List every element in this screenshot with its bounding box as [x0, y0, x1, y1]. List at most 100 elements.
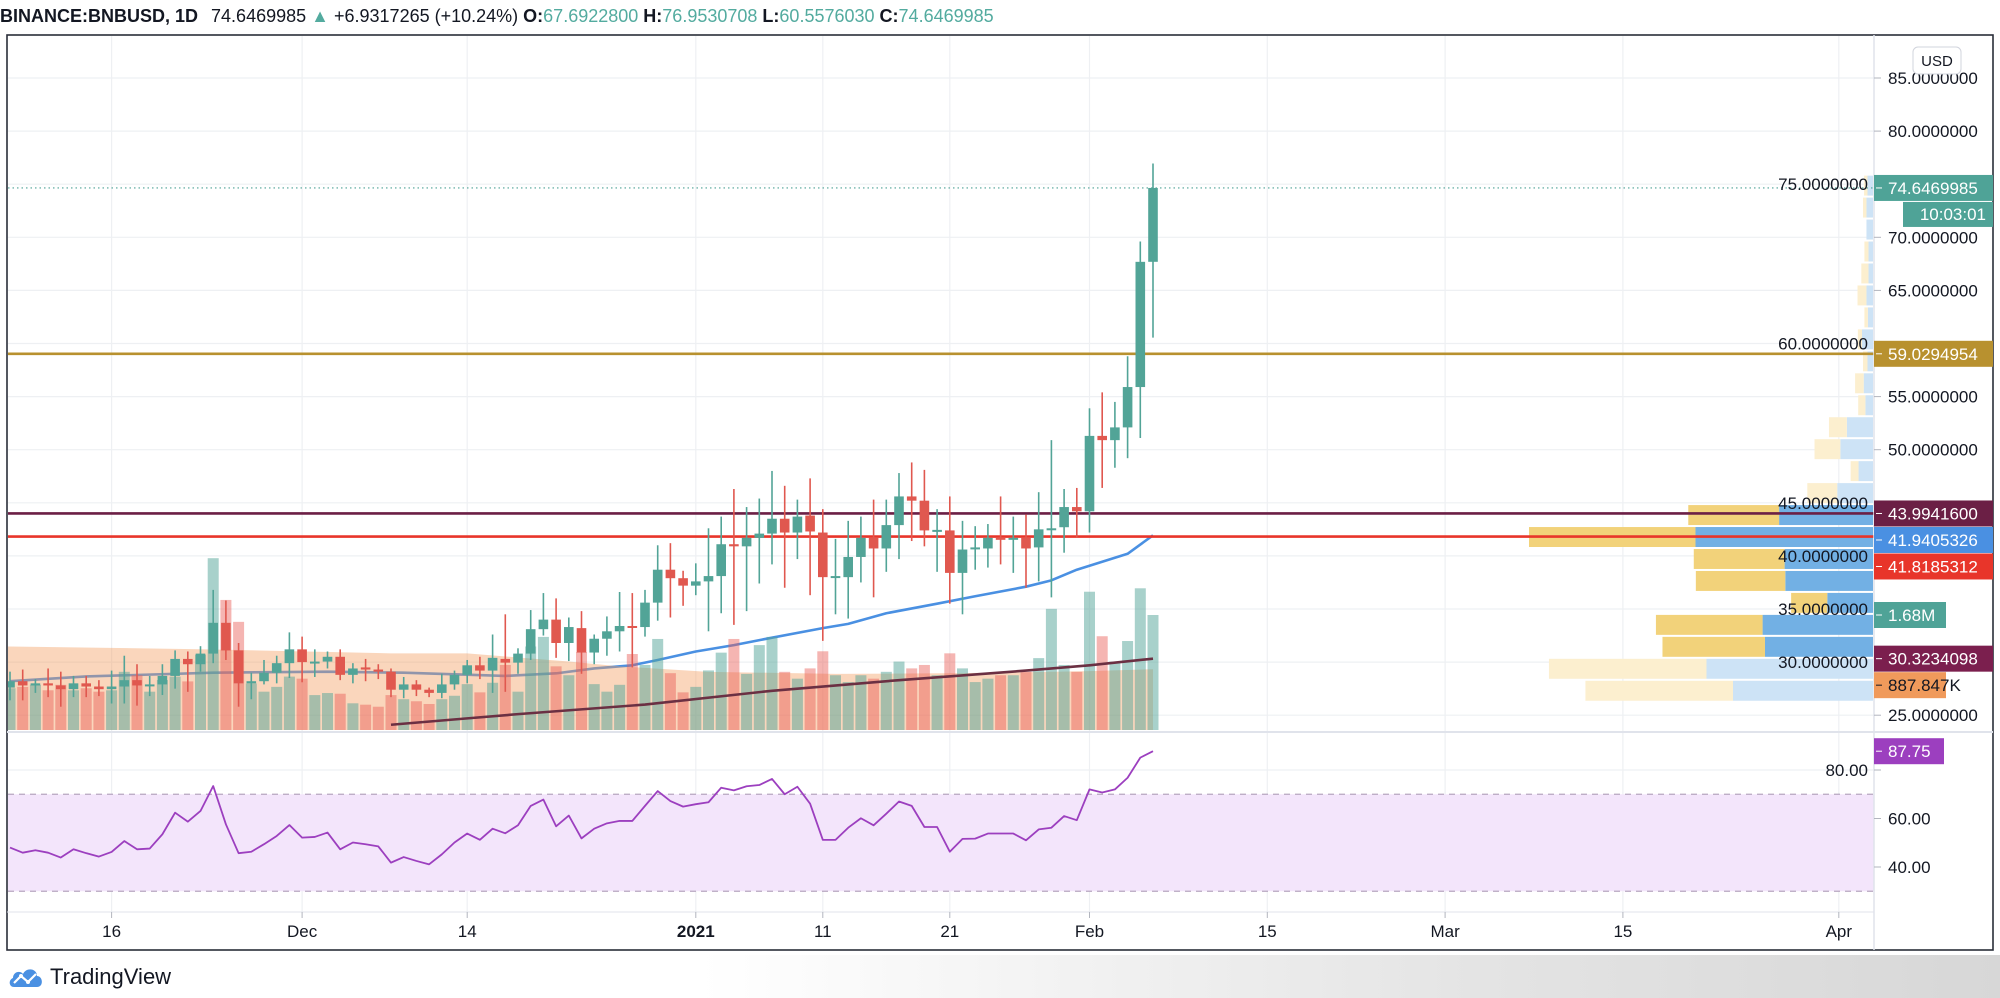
price-tick-label: 55.0000000	[1888, 388, 1978, 407]
bar-countdown-text: 10:03:01	[1920, 205, 1986, 224]
candle-body	[1122, 387, 1133, 428]
open-value: 67.6922800	[543, 6, 639, 26]
candle-body	[678, 578, 688, 586]
candle	[1110, 401, 1120, 468]
profile-up-bar	[1865, 395, 1873, 416]
price-tick-label: 45.0000000	[1778, 494, 1868, 513]
candle	[246, 672, 257, 700]
volume-bar	[258, 691, 270, 730]
time-tick-label[interactable]: 14	[458, 922, 477, 941]
volume-bar	[537, 636, 549, 730]
candle-body	[779, 518, 790, 533]
candle	[449, 670, 460, 690]
axis-value-label-bg	[1874, 602, 1946, 628]
chart-frame	[6, 34, 1994, 951]
candle-body	[1135, 261, 1146, 388]
candle	[602, 616, 612, 656]
volume-bar	[8, 688, 16, 730]
volume-bar	[80, 688, 92, 730]
volume-bar	[436, 699, 448, 730]
volume-bar	[601, 691, 613, 730]
horizontal-lines[interactable]	[8, 187, 1874, 538]
price-change: +6.9317265 (+10.24%)	[334, 6, 519, 26]
volume-bar	[1058, 664, 1070, 730]
symbol-title[interactable]: BINANCE:BNBUSD, 1D	[0, 6, 199, 26]
candle-body	[386, 671, 396, 690]
volume-bar	[728, 638, 740, 730]
time-tick-label[interactable]: 11	[814, 922, 832, 941]
volume-bar	[42, 690, 54, 730]
candle	[30, 679, 41, 693]
candle-body	[322, 656, 333, 662]
profile-down-bar	[1688, 505, 1780, 526]
time-tick-label[interactable]: 21	[940, 922, 959, 941]
candle	[652, 545, 663, 621]
volume-bar	[677, 692, 689, 730]
volume-bar	[1147, 615, 1159, 730]
candle-body	[792, 516, 803, 533]
candle-body	[17, 681, 28, 686]
profile-up-bar	[1779, 505, 1873, 526]
volume-bar	[588, 684, 600, 730]
candle	[983, 524, 993, 568]
price-axis[interactable]: 85.000000080.000000075.000000070.0000000…	[1778, 69, 1993, 877]
volume-bar	[156, 680, 168, 730]
volume-bar	[296, 678, 308, 730]
candle-body	[271, 663, 282, 673]
candle-body	[462, 665, 472, 675]
candle-body	[475, 665, 485, 671]
candle	[322, 651, 333, 669]
volume-bar	[804, 668, 816, 730]
low-value: 60.5576030	[779, 6, 875, 26]
axis-value-label: 887.847K	[1874, 672, 1961, 699]
candle-body	[513, 653, 523, 663]
candle-body	[170, 658, 180, 676]
candle-body	[551, 619, 561, 643]
candle	[945, 496, 955, 604]
candle	[1008, 516, 1019, 573]
candle	[881, 499, 892, 572]
candle	[525, 610, 536, 660]
axis-value-label: 43.9941600	[1874, 500, 1993, 527]
time-axis[interactable]: 16 Dec 14 2021 11 21 Feb 15 Mar 15 Apr	[102, 912, 1852, 941]
time-tick-label[interactable]: Mar	[1430, 922, 1460, 941]
candle-body	[983, 537, 993, 549]
time-tick-label[interactable]: 16	[102, 922, 121, 941]
time-tick-label[interactable]: Apr	[1826, 922, 1853, 941]
candle-body	[259, 672, 269, 682]
time-tick-label[interactable]: 15	[1613, 922, 1632, 941]
profile-down-bar	[1695, 570, 1786, 591]
volume-bar	[868, 678, 880, 730]
candle-body	[500, 658, 511, 663]
time-tick-label[interactable]: 2021	[677, 922, 715, 941]
candle-body	[957, 549, 968, 573]
currency-button-box[interactable]	[1912, 46, 1962, 75]
volume-bar	[106, 690, 118, 730]
tradingview-brand[interactable]: TradingView	[8, 962, 171, 992]
candle-body	[195, 653, 206, 665]
time-tick-label[interactable]: 15	[1258, 922, 1277, 941]
profile-up-bar	[1706, 658, 1873, 679]
candle	[627, 593, 638, 668]
time-tick-label[interactable]: Dec	[287, 922, 318, 941]
profile-down-bar	[1693, 548, 1785, 569]
profile-down-bar	[1585, 680, 1733, 701]
volume-bar	[93, 691, 105, 730]
volume-bar	[626, 654, 638, 730]
time-tick-label[interactable]: Feb	[1075, 922, 1104, 941]
volume-bar	[855, 675, 867, 730]
last-price: 74.6469985	[211, 6, 307, 26]
currency-button[interactable]: USD	[1912, 46, 1962, 75]
volume-bar	[1020, 671, 1032, 730]
axis-value-label: 41.9405326	[1874, 526, 1993, 553]
volume-bar	[639, 664, 651, 730]
candle	[640, 589, 650, 637]
currency-button-label[interactable]: USD	[1921, 53, 1953, 70]
candle-body	[970, 547, 980, 550]
volume-bar	[791, 678, 803, 730]
rsi-value-label: 87.75	[1874, 738, 1944, 765]
volume-bar	[703, 670, 714, 730]
candle	[906, 462, 917, 542]
price-tick-label: 30.0000000	[1778, 653, 1868, 672]
